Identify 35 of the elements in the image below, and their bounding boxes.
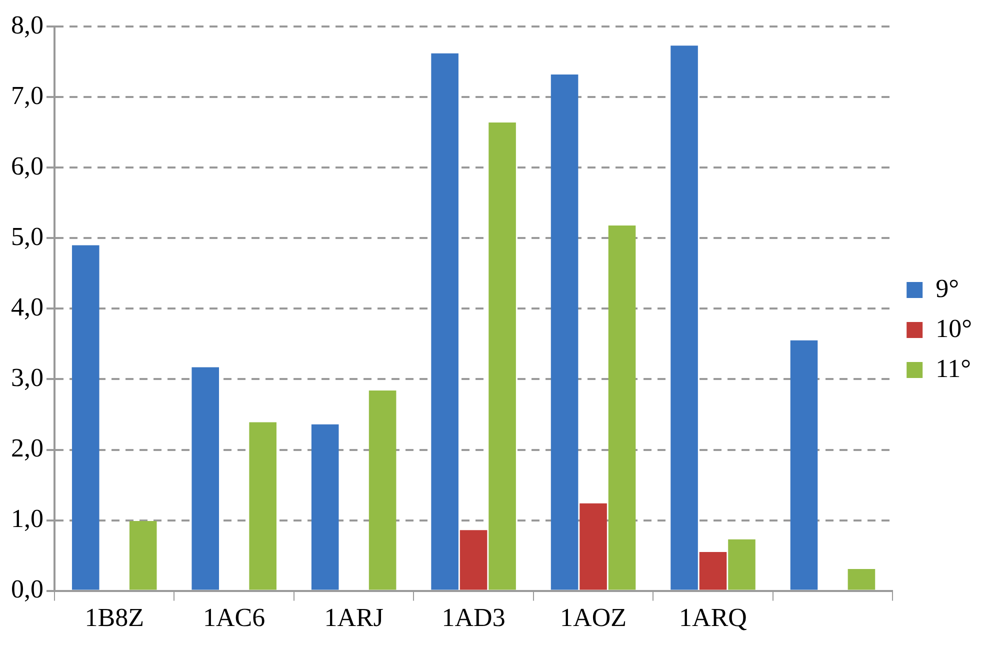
bar [728, 539, 756, 590]
x-tick-label: 1AOZ [560, 603, 626, 632]
x-tick-label: 1ARJ [324, 603, 384, 632]
bar [129, 520, 157, 590]
y-tick-label: 3,0 [11, 363, 44, 392]
bar [460, 530, 488, 590]
bar [249, 422, 276, 590]
bar [72, 245, 100, 590]
legend-label: 10° [936, 314, 972, 343]
legend-label: 11° [936, 354, 972, 383]
y-tick-label: 1,0 [11, 504, 44, 534]
y-tick-label: 6,0 [11, 151, 44, 180]
y-tick-label: 2,0 [11, 434, 44, 463]
y-tick-label: 0,0 [11, 574, 44, 604]
x-tick-label: 1AD3 [442, 603, 506, 632]
bar [848, 568, 876, 590]
bar [790, 340, 818, 590]
y-tick-label: 5,0 [11, 222, 44, 252]
bar [311, 424, 339, 590]
legend-label: 9° [936, 274, 960, 303]
bar [699, 552, 727, 590]
y-tick-label: 7,0 [11, 80, 44, 110]
x-tick-label: 1B8Z [84, 603, 144, 632]
x-tick-label: 1AC6 [203, 603, 266, 632]
bar [431, 53, 458, 590]
bar [608, 225, 636, 590]
bar [488, 122, 516, 590]
x-tick-label: 1ARQ [679, 603, 748, 632]
bar [368, 390, 396, 590]
y-tick-label: 4,0 [11, 292, 44, 322]
bar [550, 74, 578, 590]
y-tick-label: 8,0 [11, 10, 44, 40]
bar [192, 367, 220, 590]
bar [670, 46, 698, 590]
bar [580, 503, 607, 590]
